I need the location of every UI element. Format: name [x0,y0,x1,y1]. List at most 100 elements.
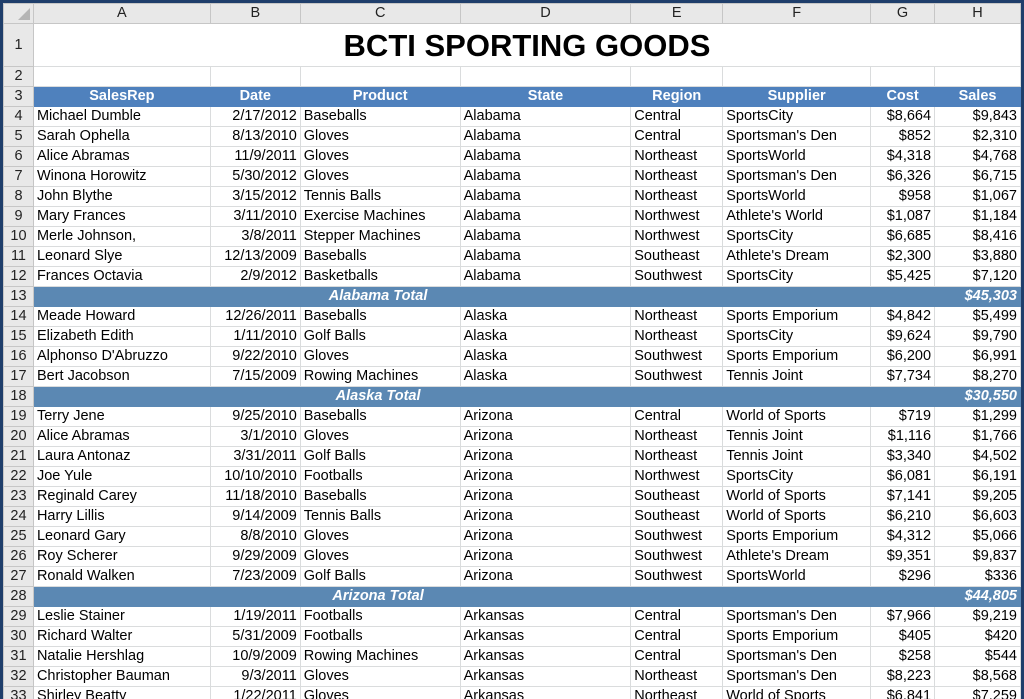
cell-cost[interactable]: $8,223 [870,666,936,687]
cell-cost[interactable]: $2,300 [870,246,936,267]
column-header-h[interactable]: H [934,3,1021,24]
column-header-a[interactable]: A [32,3,211,24]
cell-date[interactable]: 12/26/2011 [209,306,301,327]
column-header-g[interactable]: G [870,3,936,24]
row-header[interactable]: 3 [3,86,34,107]
cell-product[interactable]: Stepper Machines [299,226,461,247]
cell-region[interactable]: Central [630,106,724,127]
cell-sales[interactable]: $1,184 [934,206,1021,227]
cell-supplier[interactable]: SportsWorld [722,566,872,587]
cell[interactable] [722,386,872,407]
cell-salesrep[interactable]: Shirley Beatty [32,686,211,699]
cell-salesrep[interactable]: Frances Octavia [32,266,211,287]
cell-state[interactable]: Alabama [459,166,632,187]
cell-product[interactable]: Tennis Balls [299,186,461,207]
cell-region[interactable]: Northeast [630,306,724,327]
cell-sales[interactable]: $6,715 [934,166,1021,187]
row-header[interactable]: 13 [3,286,34,307]
cell-region[interactable]: Northwest [630,466,724,487]
cell-region[interactable]: Northeast [630,666,724,687]
cell-supplier[interactable]: SportsCity [722,466,872,487]
cell-state[interactable]: Arkansas [459,626,632,647]
cell[interactable] [722,586,872,607]
cell-cost[interactable]: $9,351 [870,546,936,567]
cell-sales[interactable]: $4,502 [934,446,1021,467]
cell-date[interactable]: 3/8/2011 [209,226,301,247]
cell-state[interactable]: Arkansas [459,686,632,699]
cell-supplier[interactable]: SportsCity [722,226,872,247]
cell-state[interactable]: Alaska [459,346,632,367]
cell-region[interactable]: Northeast [630,426,724,447]
cell[interactable] [32,66,211,87]
cell-supplier[interactable]: Athlete's Dream [722,546,872,567]
cell-sales[interactable]: $1,766 [934,426,1021,447]
cell-state[interactable]: Arizona [459,426,632,447]
subtotal-label[interactable]: Alaska Total [32,386,724,407]
header-salesrep[interactable]: SalesRep [32,86,211,107]
cell-product[interactable]: Gloves [299,426,461,447]
cell-cost[interactable]: $8,664 [870,106,936,127]
cell-state[interactable]: Arizona [459,506,632,527]
cell-salesrep[interactable]: Bert Jacobson [32,366,211,387]
cell-supplier[interactable]: Sportsman's Den [722,126,872,147]
cell-date[interactable]: 1/19/2011 [209,606,301,627]
cell-sales[interactable]: $8,416 [934,226,1021,247]
cell-product[interactable]: Golf Balls [299,446,461,467]
cell-cost[interactable]: $1,087 [870,206,936,227]
row-header[interactable]: 28 [3,586,34,607]
header-supplier[interactable]: Supplier [722,86,872,107]
cell-region[interactable]: Northwest [630,226,724,247]
cell-sales[interactable]: $4,768 [934,146,1021,167]
cell-state[interactable]: Arkansas [459,606,632,627]
cell-salesrep[interactable]: Alphonso D'Abruzzo [32,346,211,367]
cell-product[interactable]: Rowing Machines [299,646,461,667]
cell-state[interactable]: Alabama [459,126,632,147]
cell-salesrep[interactable]: Alice Abramas [32,426,211,447]
cell-date[interactable]: 9/14/2009 [209,506,301,527]
cell-salesrep[interactable]: Laura Antonaz [32,446,211,467]
column-header-e[interactable]: E [630,3,724,24]
cell-product[interactable]: Baseballs [299,306,461,327]
cell-state[interactable]: Alaska [459,326,632,347]
cell-product[interactable]: Gloves [299,686,461,699]
cell-sales[interactable]: $5,499 [934,306,1021,327]
cell-supplier[interactable]: SportsCity [722,106,872,127]
cell-state[interactable]: Alaska [459,306,632,327]
cell-state[interactable]: Alabama [459,186,632,207]
cell-cost[interactable]: $296 [870,566,936,587]
cell-product[interactable]: Exercise Machines [299,206,461,227]
cell-state[interactable]: Alabama [459,146,632,167]
cell-state[interactable]: Alabama [459,246,632,267]
row-header[interactable]: 31 [3,646,34,667]
cell-supplier[interactable]: Sports Emporium [722,306,872,327]
cell-supplier[interactable]: Sportsman's Den [722,166,872,187]
cell[interactable] [934,66,1021,87]
row-header[interactable]: 6 [3,146,34,167]
cell-date[interactable]: 1/11/2010 [209,326,301,347]
cell-sales[interactable]: $3,880 [934,246,1021,267]
cell-date[interactable]: 7/15/2009 [209,366,301,387]
cell-supplier[interactable]: World of Sports [722,486,872,507]
cell-region[interactable]: Northeast [630,446,724,467]
cell-cost[interactable]: $3,340 [870,446,936,467]
cell-sales[interactable]: $2,310 [934,126,1021,147]
cell-sales[interactable]: $336 [934,566,1021,587]
cell-state[interactable]: Alabama [459,106,632,127]
cell-state[interactable]: Arizona [459,446,632,467]
cell-date[interactable]: 3/31/2011 [209,446,301,467]
cell-product[interactable]: Gloves [299,166,461,187]
cell-date[interactable]: 11/9/2011 [209,146,301,167]
row-header[interactable]: 19 [3,406,34,427]
cell-date[interactable]: 1/22/2011 [209,686,301,699]
cell-cost[interactable]: $405 [870,626,936,647]
cell-date[interactable]: 2/9/2012 [209,266,301,287]
cell-supplier[interactable]: Tennis Joint [722,426,872,447]
cell-sales[interactable]: $6,991 [934,346,1021,367]
cell-state[interactable]: Alabama [459,206,632,227]
cell[interactable] [459,66,632,87]
cell-state[interactable]: Alabama [459,266,632,287]
cell-product[interactable]: Tennis Balls [299,506,461,527]
row-header[interactable]: 20 [3,426,34,447]
cell-salesrep[interactable]: Mary Frances [32,206,211,227]
row-header[interactable]: 10 [3,226,34,247]
